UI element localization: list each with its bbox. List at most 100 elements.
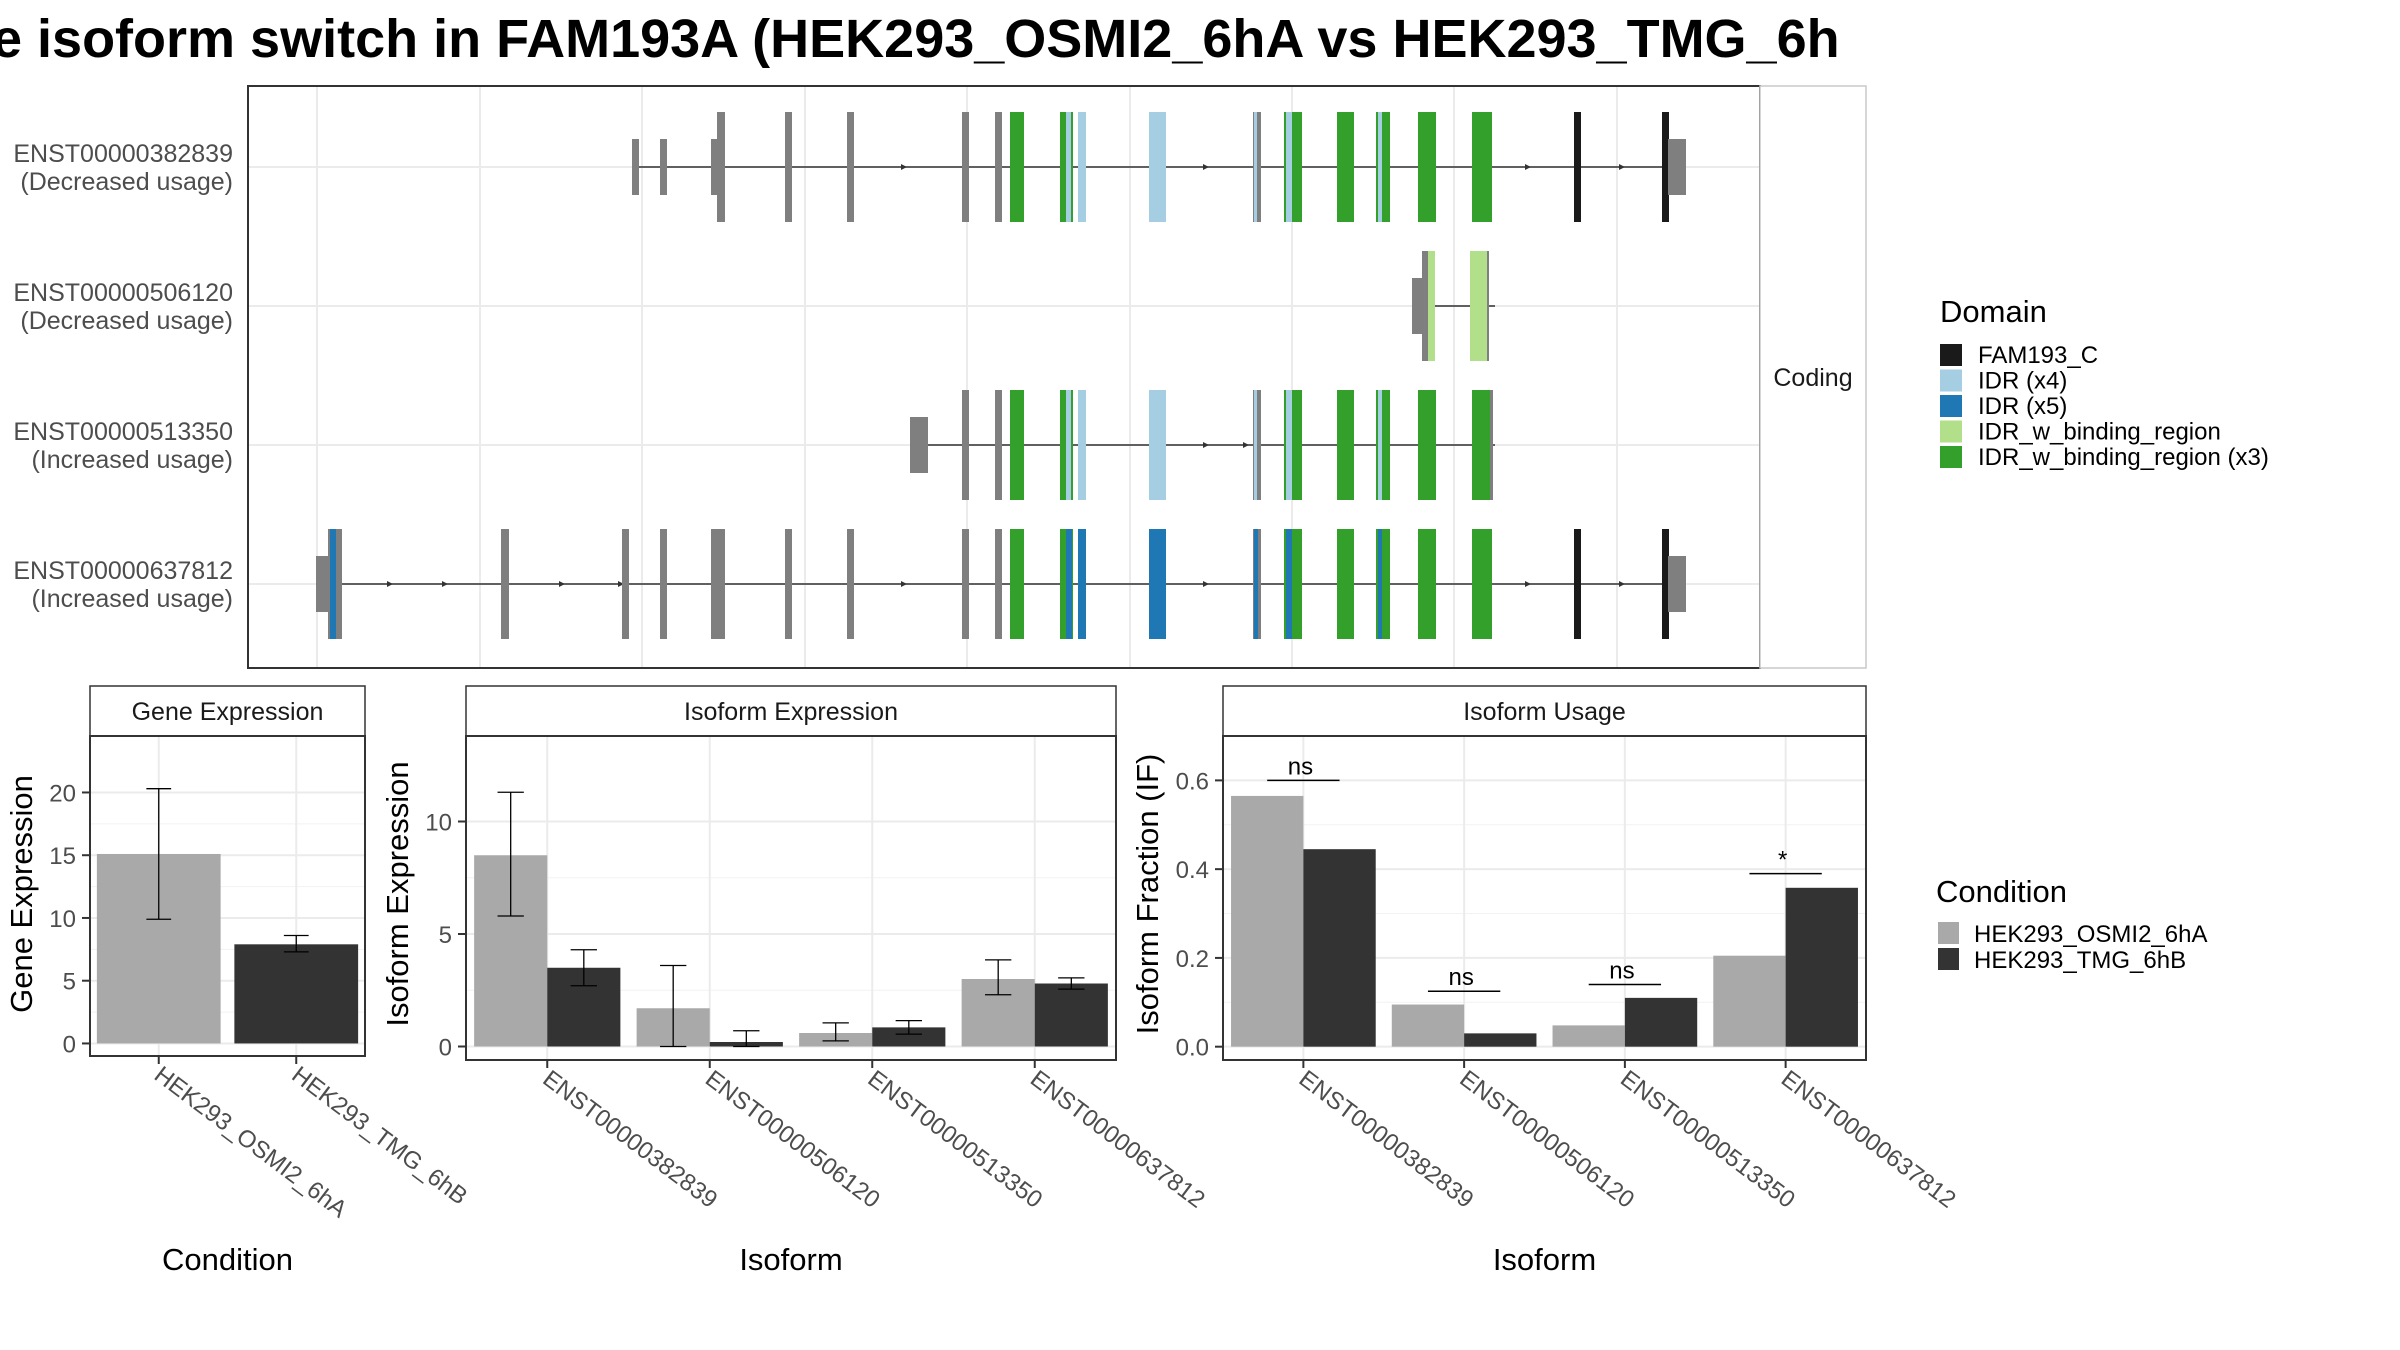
exon (711, 139, 717, 195)
strand-arrow (1619, 581, 1625, 587)
domain-exon-IDR_x5 (1066, 529, 1072, 639)
gene-expression-strip-title: Gene Expression (132, 698, 324, 726)
domain-exon-IDR_x4 (1378, 112, 1382, 222)
domain-exon-IDR_w_binding_region (1428, 251, 1435, 361)
condition-legend-title: Condition (1936, 874, 2067, 909)
domain-exon-IDR_x4 (1149, 390, 1166, 500)
exon (962, 390, 969, 500)
domain-legend-title: Domain (1940, 294, 2047, 329)
transcript-usage-label: (Increased usage) (31, 585, 233, 613)
domain-legend-key (1940, 369, 1962, 392)
x-tick-label: ENST00000637812 (1025, 1065, 1210, 1213)
isoform-expression-strip (465, 685, 1117, 737)
isoform-expression-x-axis-title: Isoform (739, 1242, 842, 1277)
y-tick-label: 0 (63, 1031, 76, 1058)
domain-exon-IDR_x4 (1078, 390, 1086, 500)
exon (910, 417, 928, 473)
bar (1713, 955, 1786, 1047)
plot-border (1222, 735, 1867, 1061)
y-tick-label: 5 (63, 969, 76, 996)
condition-legend-label: HEK293_OSMI2_6hA (1974, 921, 2207, 948)
plot-border (465, 735, 1117, 1061)
domain-legend-key (1940, 344, 1962, 366)
x-tick-label: ENST00000513350 (863, 1065, 1048, 1213)
domain-legend-key (1940, 395, 1962, 417)
domain-exon-IDR_x4 (1378, 390, 1382, 500)
strand-arrow (1525, 164, 1531, 170)
transcript-id-label: ENST00000513350 (13, 418, 233, 446)
y-tick-label: 10 (49, 906, 76, 933)
domain-exon-IDR_w_binding_region_x3 (1418, 529, 1436, 639)
domain-exon-FAM193_C (1574, 529, 1581, 639)
exon (1422, 251, 1428, 361)
transcript-usage-label: (Decreased usage) (20, 307, 233, 335)
exon (501, 529, 509, 639)
condition-legend-label: HEK293_TMG_6hB (1974, 947, 2186, 974)
bar (1391, 1004, 1465, 1047)
y-tick-label: 20 (49, 780, 76, 807)
strand-arrow (1525, 581, 1531, 587)
domain-exon-IDR_x4 (1078, 112, 1086, 222)
bar (1464, 1033, 1537, 1047)
domain-exon-IDR_w_binding_region_x3 (1337, 112, 1354, 222)
coding-strip-label: Coding (1773, 364, 1852, 392)
domain-exon-IDR_x4 (1254, 112, 1257, 222)
strand-arrow (618, 581, 624, 587)
domain-exon-IDR_w_binding_region_x3 (1010, 390, 1024, 500)
strand-arrow (1203, 442, 1209, 448)
domain-exon-IDR_w_binding_region_x3 (1010, 529, 1024, 639)
domain-exon-IDR_x4 (1066, 112, 1071, 222)
exon (711, 529, 725, 639)
condition-legend: Condition HEK293_OSMI2_6hA HEK293_TMG_6h… (1936, 874, 2207, 974)
domain-legend-label: FAM193_C (1978, 342, 2098, 369)
y-tick-label: 0.0 (1176, 1035, 1209, 1062)
y-tick-label: 0.2 (1176, 946, 1209, 973)
transcript-labels: ENST00000382839 (Decreased usage) ENST00… (13, 140, 233, 613)
isoform-expression-y-axis-title: Isoform Expression (380, 761, 415, 1026)
transcript-ENST00000637812 (316, 529, 1686, 639)
domain-exon-IDR_x4 (1254, 390, 1257, 500)
exon (1668, 556, 1686, 612)
strand-arrow (442, 581, 448, 587)
isoform-usage-x-axis-title: Isoform (1493, 1242, 1596, 1277)
strand-arrow (387, 581, 393, 587)
significance-label: ns (1609, 958, 1634, 985)
significance-label: ns (1288, 753, 1313, 780)
transcript-usage-label: (Decreased usage) (20, 168, 233, 196)
exon (632, 139, 639, 195)
gene-structure-panel: Coding ENST00000382839 (Decreased usage)… (13, 85, 1867, 669)
x-tick-label: ENST00000637812 (1776, 1065, 1961, 1213)
gene-expression-x-axis-title: Condition (162, 1242, 293, 1277)
domain-exon-IDR_w_binding_region_x3 (1472, 112, 1492, 222)
transcript-ENST00000506120 (1412, 251, 1495, 361)
transcript-id-label: ENST00000382839 (13, 140, 233, 168)
domain-exon-IDR_w_binding_region (1470, 251, 1488, 361)
domain-exon-IDR_w_binding_region_x3 (1472, 529, 1492, 639)
x-tick-label: ENST00000506120 (1455, 1065, 1640, 1213)
strand-arrow (1203, 164, 1209, 170)
transcript-ENST00000382839 (632, 112, 1686, 222)
y-tick-label: 0 (439, 1035, 452, 1062)
domain-exon-IDR_x5 (1149, 529, 1166, 639)
exon (847, 112, 854, 222)
exon (847, 529, 854, 639)
strand-arrow (1203, 581, 1209, 587)
transcript-id-label: ENST00000637812 (13, 557, 233, 585)
exon (962, 112, 969, 222)
domain-exon-IDR_x4 (1286, 390, 1292, 500)
bar (1624, 997, 1698, 1047)
significance-label: ns (1449, 964, 1474, 991)
condition-legend-key-b (1938, 948, 1959, 970)
isoform-expression-panel: Isoform Expression Isoform Expression Is… (380, 685, 1210, 1277)
isoform-usage-panel: Isoform Usage Isoform Fraction (IF) Isof… (1130, 685, 1961, 1277)
bar (872, 1027, 946, 1047)
domain-legend-label: IDR_w_binding_region (x3) (1978, 444, 2269, 471)
bar (1552, 1025, 1625, 1047)
strand-arrow (559, 581, 565, 587)
figure-title: e isoform switch in FAM193A (HEK293_OSMI… (0, 9, 1840, 69)
significance-label: * (1778, 847, 1787, 874)
exon (1490, 390, 1493, 500)
domain-exon-IDR_x5 (1286, 529, 1292, 639)
